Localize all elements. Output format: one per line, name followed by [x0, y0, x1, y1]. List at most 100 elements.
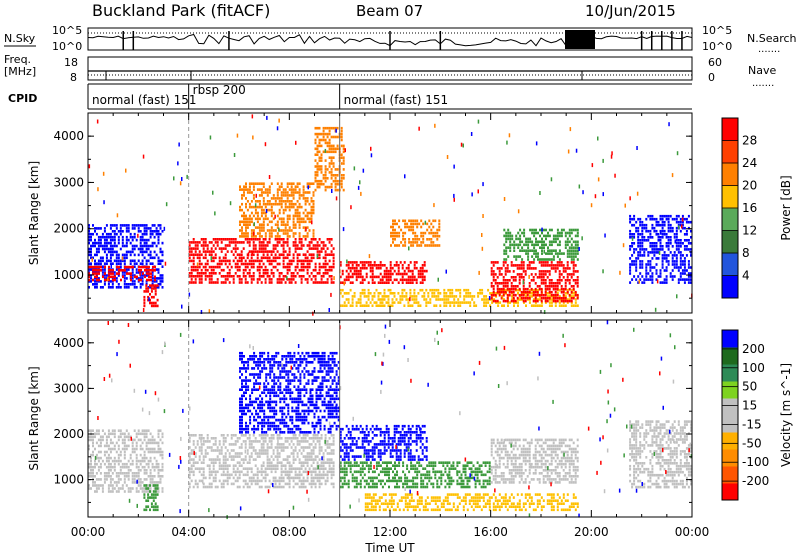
echo-cell	[296, 272, 299, 275]
echo-cell	[270, 278, 273, 281]
echo-cell	[137, 259, 140, 263]
echo-cell	[119, 487, 122, 490]
echo-cell	[272, 229, 275, 232]
echo-cell	[133, 265, 136, 268]
echo-cell	[246, 452, 249, 455]
echo-cell	[459, 301, 462, 304]
echo-cell	[274, 476, 277, 480]
echo-cell	[290, 272, 293, 275]
echo-cell	[318, 473, 321, 477]
echo-cell	[212, 281, 215, 284]
echo-cell	[539, 258, 541, 261]
echo-cell	[141, 232, 144, 236]
echo-cell	[159, 259, 162, 263]
echo-cell	[228, 262, 231, 266]
echo-cell	[506, 285, 509, 288]
echo-cell	[496, 267, 499, 270]
echo-cell	[192, 443, 195, 446]
echo-cell	[198, 278, 201, 281]
echo-cell	[270, 226, 273, 229]
echo-cell	[365, 266, 368, 270]
echo-cell	[529, 249, 532, 252]
echo-cell	[88, 286, 90, 289]
echo-cell	[522, 276, 525, 279]
echo-cell	[509, 234, 512, 238]
echo-cell	[284, 265, 287, 269]
echo-cell	[572, 295, 575, 298]
echo-cell	[143, 435, 146, 439]
echo-cell	[149, 230, 152, 233]
echo-cell	[137, 253, 140, 257]
echo-cell	[144, 269, 146, 272]
echo-cell	[527, 246, 530, 249]
echo-cell	[117, 447, 120, 451]
echo-cell	[258, 259, 261, 263]
echo-cell	[655, 272, 658, 275]
echo-cell	[156, 484, 159, 487]
echo-cell	[479, 292, 482, 295]
echo-cell	[437, 298, 440, 301]
echo-cell	[690, 266, 692, 269]
echo-cell	[418, 222, 421, 226]
echo-cell	[515, 301, 517, 304]
echo-cell	[522, 293, 525, 297]
echo-cell	[117, 453, 120, 457]
echo-cell	[320, 144, 323, 148]
echo-cell	[522, 279, 525, 282]
echo-cell	[129, 487, 132, 490]
echo-cell	[537, 243, 539, 247]
echo-cell	[306, 259, 309, 263]
echo-cell	[511, 237, 514, 241]
echo-cell	[292, 205, 295, 209]
echo-cell	[272, 250, 275, 253]
echo-cell	[258, 262, 261, 266]
scatter-echo	[278, 227, 280, 232]
echo-cell	[503, 234, 506, 238]
echo-cell	[282, 446, 285, 449]
echo-cell	[671, 217, 674, 221]
echo-cell	[568, 231, 571, 235]
echo-cell	[139, 277, 142, 280]
echo-cell	[117, 259, 120, 263]
echo-cell	[143, 432, 146, 436]
echo-cell	[226, 434, 229, 437]
echo-cell	[268, 188, 271, 191]
echo-cell	[381, 281, 384, 284]
echo-cell	[123, 438, 126, 442]
echo-cell	[252, 476, 255, 480]
echo-cell	[151, 241, 154, 245]
echo-cell	[341, 288, 344, 292]
echo-cell	[532, 298, 535, 301]
echo-cell	[298, 449, 301, 452]
echo-cell	[429, 301, 432, 304]
echo-cell	[487, 301, 490, 304]
echo-cell	[379, 298, 382, 301]
echo-cell	[405, 278, 408, 282]
echo-cell	[556, 228, 559, 232]
echo-cell	[637, 281, 640, 284]
echo-cell	[99, 450, 102, 454]
echo-cell	[347, 261, 350, 264]
echo-cell	[566, 299, 569, 303]
echo-cell	[506, 296, 509, 300]
echo-cell	[206, 259, 209, 263]
echo-cell	[105, 450, 108, 454]
echo-cell	[318, 132, 321, 136]
echo-cell	[511, 295, 513, 298]
echo-cell	[316, 461, 319, 464]
echo-cell	[194, 467, 197, 470]
echo-cell	[316, 179, 319, 183]
echo-cell	[286, 437, 289, 440]
echo-cell	[153, 438, 156, 442]
echo-cell	[248, 434, 251, 437]
echo-cell	[280, 476, 283, 480]
echo-cell	[629, 233, 632, 236]
echo-cell	[436, 231, 439, 235]
echo-cell	[324, 259, 327, 263]
echo-cell	[250, 256, 253, 260]
echo-cell	[345, 269, 348, 273]
echo-cell	[224, 473, 227, 477]
echo-cell	[540, 293, 543, 297]
echo-cell	[298, 443, 301, 446]
echo-cell	[421, 272, 424, 276]
